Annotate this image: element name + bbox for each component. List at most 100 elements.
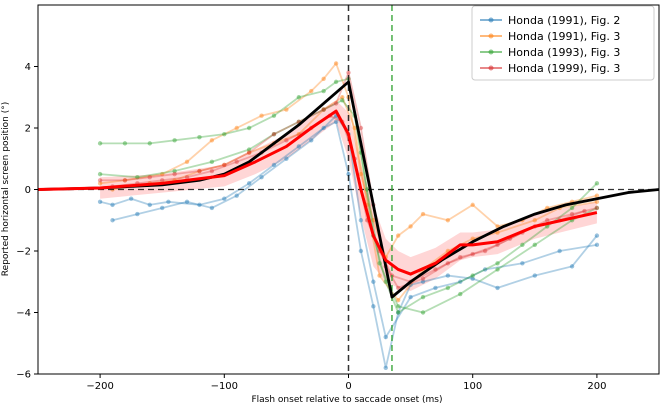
legend-label: Honda (1993), Fig. 3	[508, 46, 620, 59]
series-point	[284, 107, 289, 112]
series-point	[408, 224, 413, 229]
series-point	[383, 365, 388, 371]
series-point	[594, 205, 600, 211]
series-point	[482, 267, 488, 272]
legend: Honda (1991), Fig. 2 Honda (1991), Fig. …	[471, 5, 655, 81]
series-point	[420, 279, 426, 284]
series-point	[271, 113, 277, 118]
series-point	[594, 193, 600, 198]
series-point	[97, 199, 103, 204]
series-point	[458, 279, 463, 284]
y-tick-label: 4	[25, 62, 31, 73]
y-tick-label: −6	[16, 370, 31, 381]
series-point	[259, 175, 264, 180]
series-point	[147, 175, 152, 180]
series-point	[284, 138, 289, 143]
series-point	[470, 276, 475, 281]
series-point	[128, 196, 134, 201]
legend-entry: Honda (1991), Fig. 2	[480, 14, 620, 27]
series-point	[271, 131, 277, 137]
series-point	[197, 135, 202, 140]
series-point	[458, 254, 463, 260]
legend-box	[471, 5, 655, 81]
series-point	[97, 171, 103, 177]
y-tick-label: 0	[25, 185, 31, 196]
legend-label: Honda (1991), Fig. 3	[508, 30, 620, 43]
series-point	[184, 199, 190, 204]
series-point	[470, 202, 475, 208]
series-point	[222, 196, 227, 201]
legend-swatch-marker	[488, 33, 494, 39]
legend-entry: Honda (1993), Fig. 3	[480, 46, 620, 59]
series-point	[246, 150, 252, 155]
series-point	[495, 267, 500, 272]
series-point	[197, 168, 202, 174]
series-point	[321, 107, 326, 112]
series-point	[371, 218, 376, 223]
series-point	[395, 285, 401, 291]
series-point	[333, 101, 339, 106]
x-tick-label: −100	[211, 381, 238, 392]
series-point	[495, 261, 500, 266]
series-point	[395, 304, 401, 309]
series-point	[110, 202, 115, 208]
series-point	[395, 310, 401, 315]
series-point	[557, 248, 562, 254]
series-point	[296, 144, 302, 149]
series-point	[582, 208, 587, 214]
series-point	[495, 242, 500, 248]
series-point	[110, 218, 115, 223]
x-tick-label: 200	[587, 381, 606, 392]
series-point	[197, 168, 202, 174]
series-point	[246, 150, 252, 155]
series-point	[184, 159, 190, 165]
series-point	[271, 131, 277, 137]
series-point	[420, 276, 426, 281]
series-point	[458, 291, 463, 297]
series-point	[408, 294, 413, 300]
x-tick-label: 0	[345, 381, 351, 392]
series-point	[160, 178, 165, 183]
x-tick-label: 100	[463, 381, 482, 392]
series-point	[333, 61, 339, 66]
series-point	[333, 79, 339, 85]
series-point	[234, 125, 239, 131]
series-point	[340, 98, 345, 103]
series-point	[495, 285, 500, 291]
series-point	[97, 178, 103, 183]
legend-label: Honda (1991), Fig. 2	[508, 14, 620, 27]
series-point	[532, 242, 537, 248]
series-point	[470, 251, 475, 257]
series-line	[100, 69, 598, 290]
series-point	[377, 261, 382, 266]
series-point	[259, 113, 264, 118]
series-point	[594, 199, 600, 204]
series-point	[569, 205, 575, 211]
series-point	[520, 261, 525, 266]
series-point	[445, 285, 451, 291]
series-point	[321, 107, 326, 112]
series-point	[358, 171, 364, 177]
series-point	[346, 171, 351, 177]
series-point	[383, 334, 388, 340]
series-point	[346, 70, 351, 75]
plot-area: −200 −100 0 100 200 −6 −4 −2 0 2 4	[16, 4, 660, 392]
mean-line	[37, 109, 598, 276]
series-point	[445, 273, 451, 278]
series-point	[147, 141, 152, 146]
y-axis-label: Reported horizontal screen position (°)	[1, 102, 11, 277]
x-tick-label: −200	[86, 381, 113, 392]
series-point	[122, 178, 128, 183]
series-point	[234, 159, 239, 165]
series-point	[532, 273, 537, 278]
series-point	[321, 107, 326, 112]
series-point	[383, 279, 388, 284]
series-point	[209, 168, 215, 174]
series-point	[594, 242, 600, 248]
series-point	[147, 202, 152, 208]
series-point	[377, 273, 382, 278]
series-line	[99, 61, 598, 260]
series-point	[222, 131, 227, 137]
series-point	[470, 273, 475, 278]
